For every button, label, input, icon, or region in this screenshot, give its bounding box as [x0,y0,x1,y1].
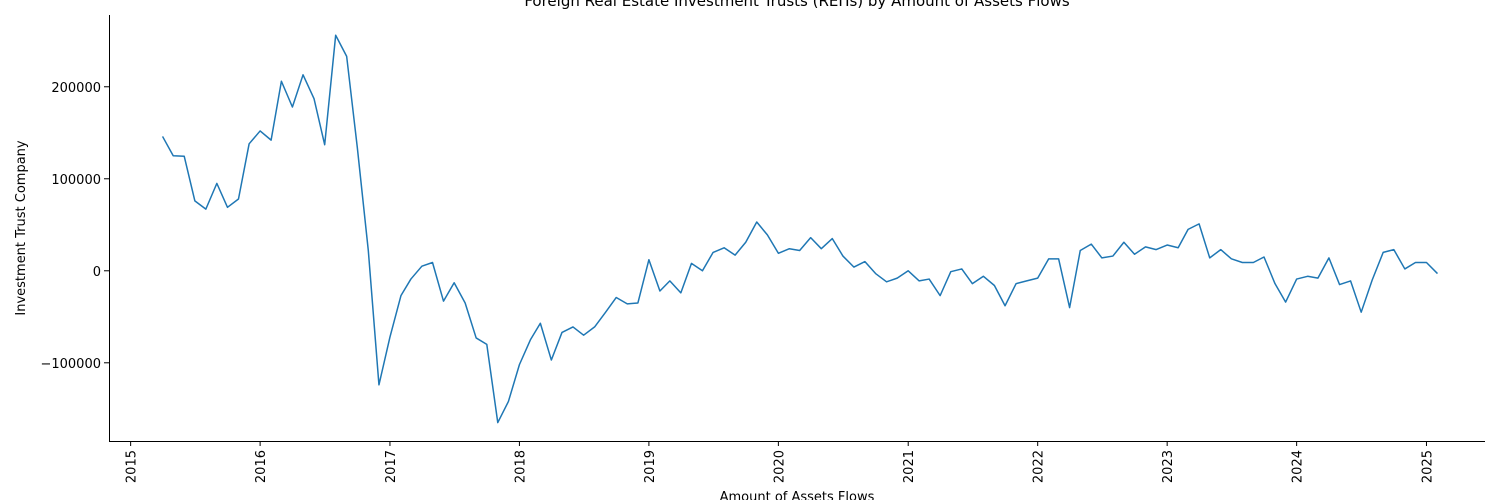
x-tick-label: 2018 [513,450,528,483]
x-tick-label: 2025 [1420,450,1435,483]
x-tick-label: 2022 [1032,450,1047,483]
y-tick-label: 0 [93,265,101,280]
x-tick-label: 2019 [643,450,658,483]
y-tick-label: −100000 [40,357,101,372]
y-axis-ticks: −100000 0 100000 200000 [40,81,109,372]
x-tick-label: 2016 [254,450,269,483]
x-tick-label: 2015 [125,450,140,483]
x-axis-label: Amount of Assets Flows [720,490,875,500]
chart-title: Foreign Real Estate Investment Trusts (R… [524,0,1070,10]
x-tick-label: 2024 [1291,450,1306,483]
x-tick-label: 2017 [384,450,399,483]
x-tick-label: 2023 [1161,450,1176,483]
y-tick-label: 100000 [51,173,101,188]
series-line [161,34,1439,424]
x-axis-ticks: 2015 2016 2017 2018 2019 2020 2021 2022 2023 2024… [125,441,1435,483]
x-tick-label: 2021 [902,450,917,483]
y-tick-label: 200000 [51,81,101,96]
x-tick-label: 2020 [772,450,787,483]
y-axis-label: Investment Trust Company [14,140,29,316]
